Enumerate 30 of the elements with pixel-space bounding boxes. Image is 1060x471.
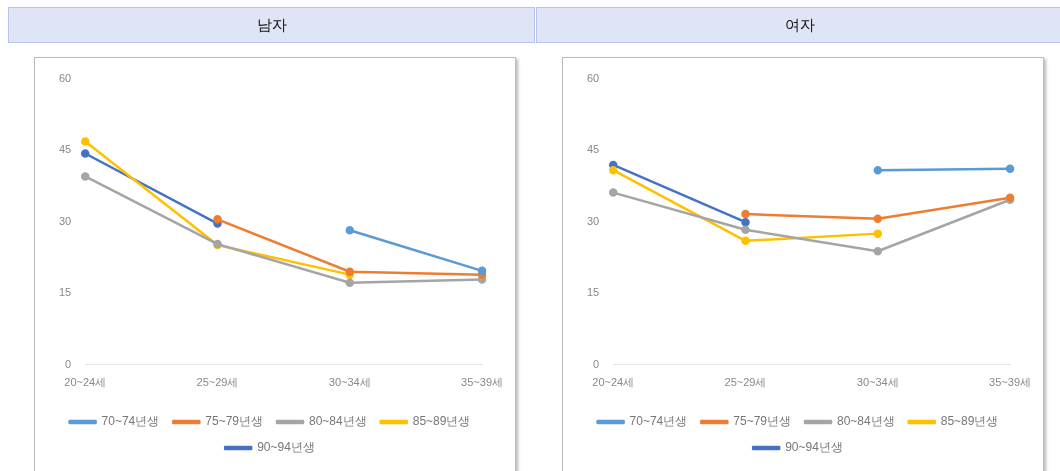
y-tick-label: 30	[586, 214, 600, 227]
y-tick-label: 0	[65, 357, 72, 370]
x-tick-label: 30~34세	[856, 376, 899, 389]
y-tick-label: 60	[58, 71, 72, 84]
x-tick-label: 35~39세	[461, 376, 504, 389]
chart-title: 여자	[536, 7, 1060, 43]
y-tick-label: 45	[586, 143, 600, 156]
x-tick-label: 25~29세	[724, 376, 767, 389]
chart-title: 남자	[8, 7, 535, 43]
legend-label: 70~74년생	[629, 414, 688, 429]
y-tick-label: 15	[586, 286, 600, 299]
y-tick-label: 15	[58, 286, 72, 299]
legend-label: 75~79년생	[733, 414, 791, 429]
legend-label: 90~94년생	[785, 440, 843, 455]
y-tick-label: 60	[586, 71, 600, 84]
legend-label: 85~89년생	[412, 414, 471, 429]
y-tick-label: 45	[58, 143, 72, 156]
x-tick-label: 25~29세	[196, 376, 239, 389]
y-tick-label: 0	[593, 357, 600, 370]
legend-label: 75~79년생	[205, 414, 263, 429]
legend-label: 90~94년생	[257, 440, 315, 455]
legend-label: 70~74년생	[101, 414, 160, 429]
x-tick-label: 20~24세	[64, 376, 107, 389]
legend-label: 80~84년생	[837, 414, 895, 429]
x-tick-label: 20~24세	[592, 376, 635, 389]
y-tick-label: 30	[58, 214, 72, 227]
legend-label: 85~89년생	[940, 414, 999, 429]
x-tick-label: 30~34세	[328, 376, 371, 389]
legend-label: 80~84년생	[309, 414, 367, 429]
x-tick-label: 35~39세	[989, 376, 1032, 389]
